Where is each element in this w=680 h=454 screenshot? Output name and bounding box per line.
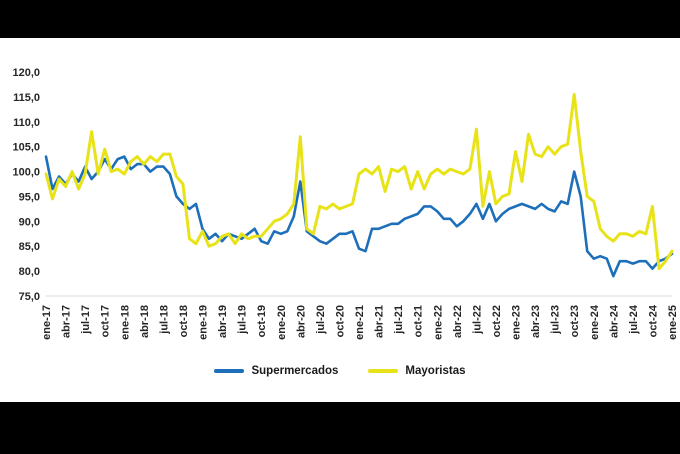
x-axis-label: ene-22	[432, 305, 444, 340]
x-axis-label: oct-20	[334, 305, 346, 337]
x-axis-label: abr-17	[61, 305, 73, 338]
legend-item-mayoristas: Mayoristas	[368, 365, 466, 377]
x-axis-label: oct-21	[413, 305, 425, 337]
x-axis-label: ene-23	[511, 305, 523, 340]
y-axis-label: 90,0	[19, 216, 40, 228]
x-axis-label: abr-21	[374, 305, 386, 338]
x-axis-label: jul-21	[393, 305, 405, 335]
legend: Supermercados Mayoristas	[0, 358, 680, 384]
x-axis-label: jul-18	[158, 305, 170, 335]
x-axis-label: jul-24	[628, 304, 640, 335]
x-axis-label: abr-19	[217, 305, 229, 338]
x-axis-label: ene-21	[354, 305, 366, 340]
x-axis-label: abr-20	[295, 305, 307, 338]
x-axis-label: jul-19	[237, 305, 249, 335]
x-axis-label: ene-19	[198, 305, 210, 340]
x-axis-label: oct-17	[100, 305, 112, 337]
y-axis-label: 75,0	[19, 291, 40, 303]
x-axis-label: ene-18	[119, 305, 131, 340]
top-black-bar	[0, 0, 680, 38]
y-axis-label: 85,0	[19, 241, 40, 253]
supermercados-line	[44, 155, 674, 278]
x-axis-label: oct-19	[256, 305, 268, 337]
x-axis-label: ene-17	[41, 305, 53, 340]
legend-item-supermercados: Supermercados	[214, 365, 338, 377]
mayoristas-swatch	[368, 369, 399, 373]
bottom-black-bar	[0, 402, 680, 454]
x-axis-label: ene-20	[276, 305, 288, 340]
y-axis-label: 120,0	[12, 67, 40, 79]
legend-label-supermercados: Supermercados	[251, 365, 339, 377]
x-axis-label: ene-25	[667, 305, 679, 340]
y-axis-label: 105,0	[12, 142, 40, 154]
y-axis-label: 95,0	[19, 191, 40, 203]
y-axis-label: 100,0	[12, 167, 40, 179]
x-axis-label: oct-22	[491, 305, 503, 337]
supermercados-swatch	[214, 369, 245, 373]
x-axis-label: abr-22	[452, 305, 464, 338]
x-axis-label: abr-18	[139, 305, 151, 338]
legend-label-mayoristas: Mayoristas	[405, 365, 466, 377]
line-chart: 75,0 80,0 85,0 90,0 95,0 100,0 105,0 110,0 115,0…	[0, 38, 680, 402]
x-axis-label: jul-20	[315, 305, 327, 335]
x-axis-label: oct-24	[647, 304, 659, 337]
x-axis-label: jul-23	[550, 305, 562, 335]
mayoristas-line	[44, 92, 674, 271]
x-axis-label: jul-22	[471, 305, 483, 335]
plot-area: 75,0 80,0 85,0 90,0 95,0 100,0 105,0 110,0 115,0…	[12, 67, 679, 340]
y-axis-label: 110,0	[13, 117, 40, 129]
x-axis-label: ene-24	[589, 304, 601, 340]
x-axis-label: oct-18	[178, 305, 190, 337]
y-axis-label: 115,0	[13, 92, 40, 104]
y-axis-label: 80,0	[19, 266, 40, 278]
x-axis-label: abr-24	[608, 304, 620, 338]
x-axis-label: oct-23	[569, 305, 581, 337]
x-axis-label: jul-17	[80, 305, 92, 335]
x-axis-label: abr-23	[530, 305, 542, 338]
